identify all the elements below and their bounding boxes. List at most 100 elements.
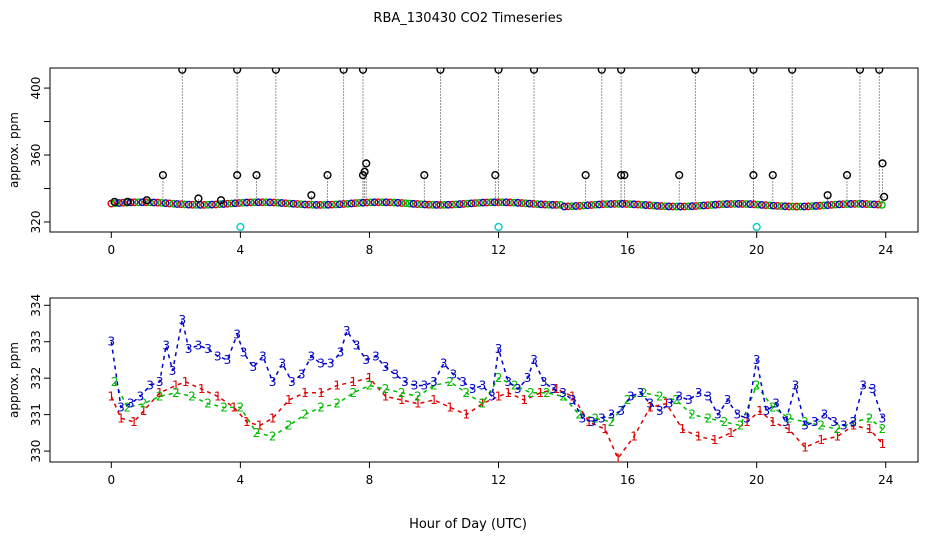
raw-point [362,159,371,168]
raw-point [252,171,261,180]
baseline-point [502,198,511,207]
level-3-marker: 3 [327,357,335,371]
baseline-point [785,202,793,211]
level-3-marker: 3 [117,400,125,414]
y-tick-label: 331 [29,403,43,426]
baseline-point [444,200,453,209]
baseline-point [664,202,673,211]
level-1-marker: 1 [462,408,470,422]
level-2-marker: 2 [188,389,196,403]
level-3-marker: 3 [469,382,477,396]
baseline-point [490,198,499,207]
level-3-marker: 3 [840,419,848,433]
baseline-point [289,199,298,208]
baseline-point [877,201,886,209]
baseline-point [285,199,294,208]
baseline-point [223,199,232,208]
y-axis-label: approx. ppm [7,342,21,418]
raw-point [158,171,168,180]
baseline-point [552,200,561,209]
baseline-point [653,201,662,210]
raw-point [749,68,758,74]
baseline-point [874,200,882,209]
level-1-marker: 1 [711,433,719,447]
baseline-point [312,200,321,209]
baseline-point [494,198,503,207]
x-tick-label: 12 [491,243,506,257]
level-3-marker: 3 [353,338,361,352]
baseline-point [324,200,333,209]
baseline-point [537,200,546,209]
raw-point [216,196,226,205]
baseline-point [339,200,348,208]
baseline-point [699,201,708,210]
level-3-marker: 3 [540,375,548,389]
level-1-marker: 1 [601,422,609,436]
level-1-marker: 1 [182,375,190,389]
level-1-marker: 1 [495,389,503,403]
raw-point [110,197,119,206]
level-3-marker: 3 [169,364,177,378]
level-3-marker: 3 [695,386,703,400]
baseline-point [483,198,491,207]
baseline-point [455,200,464,209]
baseline-point [556,200,565,209]
level-3-marker: 3 [146,378,154,392]
raw-point [529,68,539,74]
baseline-point [486,198,495,207]
baseline-point [796,202,805,211]
level-1-marker: 1 [172,378,180,392]
level-2-marker: 2 [704,411,712,425]
level-1-line [110,377,884,460]
level-2-marker: 2 [737,419,745,433]
baseline-point [707,201,716,209]
baseline-point [800,202,809,211]
baseline-point [641,201,650,209]
level-2-marker: 2 [172,386,180,400]
level-3-marker: 3 [259,349,267,363]
level-2-marker: 2 [592,411,600,425]
baseline-point [587,201,596,209]
level-1-marker: 1 [879,437,887,451]
level-3-marker: 3 [646,397,654,411]
baseline-point [622,200,631,208]
level-2-marker: 2 [237,400,245,414]
raw-point [878,159,887,168]
level-2-marker: 2 [656,389,664,403]
baseline-point [293,200,302,208]
baseline-point [239,198,247,207]
baseline-point [726,200,735,208]
level-2-marker: 2 [575,408,583,422]
level-3-marker: 3 [821,408,829,422]
baseline-point [227,199,236,208]
baseline-point [448,200,456,209]
level-2-marker: 2 [140,397,148,411]
baseline-point [188,200,197,209]
baseline-point [184,200,193,209]
raw-point [823,191,832,200]
level-1-marker: 1 [446,400,454,414]
y-axis-label: approx. ppm [7,112,21,188]
baseline-point [115,199,123,207]
baseline-point [436,200,445,209]
level-1-marker: 1 [679,422,687,436]
x-tick-label: 20 [749,243,764,257]
baseline-point [661,202,669,211]
level-3-marker: 3 [107,335,115,349]
baseline-point [521,199,530,208]
level-1-marker: 1 [769,415,777,429]
baseline-point [157,199,166,207]
level-2-marker: 2 [269,429,277,443]
level-3-marker: 3 [156,375,164,389]
level-3-marker: 3 [430,375,438,389]
baseline-point [304,200,313,209]
baseline-point [378,198,387,207]
baseline-point [355,199,364,207]
baseline-point [866,200,875,209]
level-2-marker: 2 [640,386,648,400]
baseline-point [262,198,271,207]
level-3-marker: 3 [617,404,625,418]
baseline-point [835,200,844,209]
baseline-point [757,200,766,209]
